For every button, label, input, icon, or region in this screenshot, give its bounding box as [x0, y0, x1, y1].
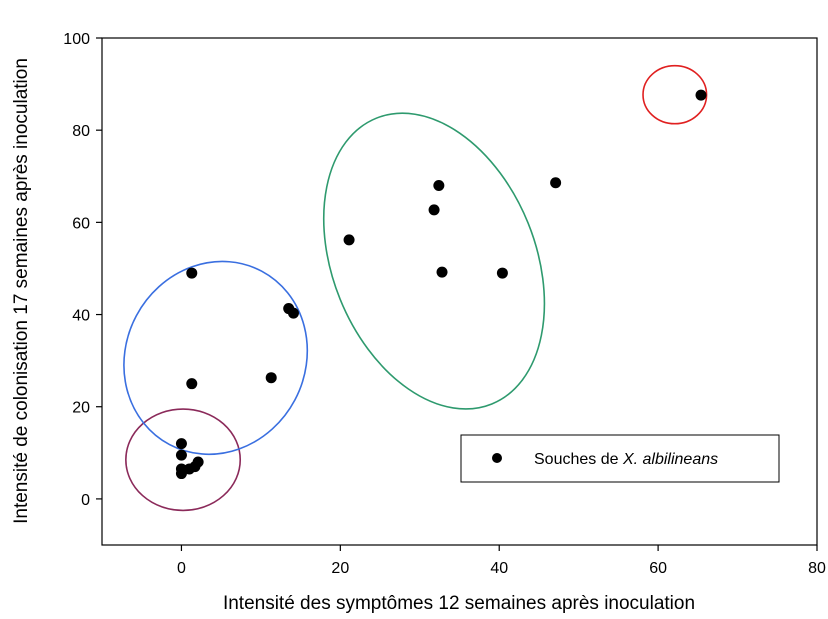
data-point [186, 267, 198, 279]
data-point [695, 89, 707, 101]
y-tick-label: 60 [72, 215, 90, 232]
data-point [436, 266, 448, 278]
data-point [287, 307, 299, 319]
group-ellipses [123, 64, 708, 512]
legend-box [460, 434, 780, 483]
plot-frame [101, 37, 818, 546]
legend-species: X. albilineans [622, 451, 718, 468]
y-axis-label: Intensité de colonisation 17 semaines ap… [11, 58, 32, 524]
legend-label: Souches de X. albilineans [534, 451, 718, 468]
x-tick-label: 20 [331, 560, 349, 577]
group-ellipse [123, 260, 309, 456]
x-tick-label: 40 [490, 560, 508, 577]
legend: Souches de X. albilineans [460, 434, 780, 483]
y-tick-label: 100 [63, 31, 90, 48]
data-point [265, 372, 277, 384]
data-point [496, 267, 508, 279]
data-point [343, 234, 355, 246]
group-ellipse [125, 408, 242, 512]
data-point [175, 438, 187, 450]
data-point [433, 179, 445, 191]
x-axis-label: Intensité des symptômes 12 semaines aprè… [223, 593, 695, 614]
y-tick-label: 80 [72, 123, 90, 140]
data-points [175, 89, 707, 480]
group-ellipse [642, 64, 708, 125]
axis-ticks: 0 20 40 60 80 0 20 40 60 80 100 [63, 31, 826, 577]
data-point [192, 456, 204, 468]
data-point [175, 468, 187, 480]
x-tick-label: 0 [177, 560, 186, 577]
y-tick-label: 0 [81, 492, 90, 509]
data-point [175, 449, 187, 461]
data-point [550, 177, 562, 189]
data-point [428, 204, 440, 216]
data-point [186, 378, 198, 390]
group-ellipse [322, 112, 546, 410]
legend-prefix: Souches de [534, 451, 623, 468]
legend-marker [492, 453, 502, 463]
y-tick-label: 20 [72, 400, 90, 417]
y-tick-label: 40 [72, 308, 90, 325]
x-tick-label: 60 [649, 560, 667, 577]
x-tick-label: 80 [808, 560, 826, 577]
